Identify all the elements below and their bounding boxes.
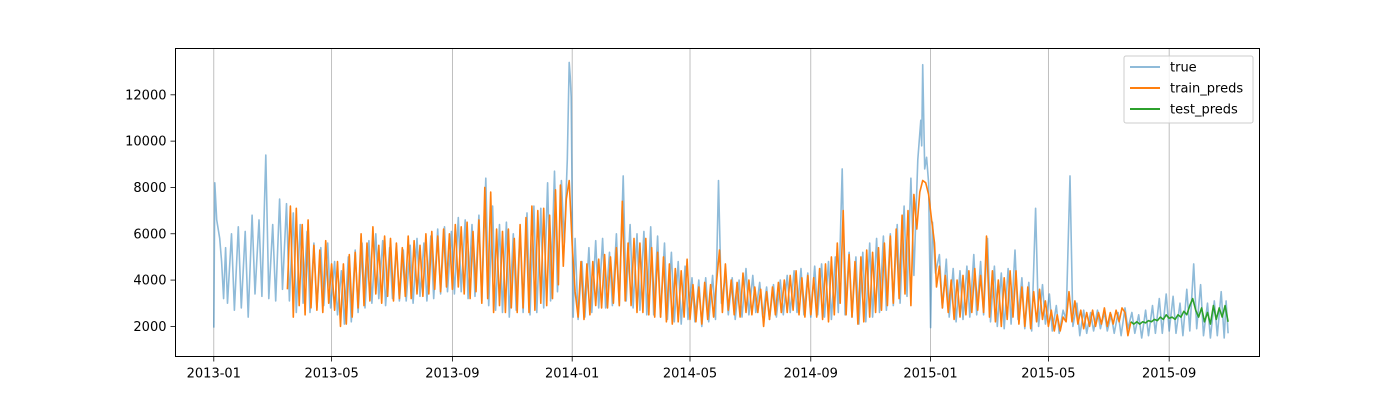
series-line-test-preds: [1130, 297, 1229, 325]
y-tick-label: 4000: [133, 274, 166, 289]
series-line-train-preds: [286, 179, 1132, 337]
y-tick-label: 12000: [125, 88, 166, 103]
legend: true train_preds test_preds: [1123, 55, 1254, 124]
y-axis: 2000 4000 6000 8000 10000 12000: [125, 88, 176, 335]
plot-frame: [175, 48, 1260, 357]
legend-label: test_preds: [1170, 103, 1238, 118]
x-tick-label: 2013-05: [304, 367, 358, 382]
y-tick-label: 8000: [133, 181, 166, 196]
y-tick-label: 10000: [125, 135, 166, 150]
legend-label: true: [1170, 61, 1197, 76]
x-tick-label: 2014-05: [663, 367, 717, 382]
y-tick-label: 6000: [133, 227, 166, 242]
series-line-true: [213, 61, 1229, 339]
x-tick-label: 2015-09: [1142, 367, 1196, 382]
x-tick-label: 2015-01: [903, 367, 957, 382]
x-tick-label: 2015-05: [1021, 367, 1075, 382]
x-tick-label: 2014-09: [784, 367, 838, 382]
x-tick-label: 2013-01: [187, 367, 241, 382]
x-tick-label: 2014-01: [545, 367, 599, 382]
y-tick-label: 2000: [133, 320, 166, 335]
legend-frame: [1123, 55, 1254, 124]
plot-series: [213, 61, 1229, 339]
x-tick-label: 2013-09: [425, 367, 479, 382]
x-grid: [213, 48, 1170, 357]
x-axis: 2013-01 2013-05 2013-09 2014-01 2014-05 2014-…: [187, 356, 1196, 382]
legend-label: train_preds: [1170, 82, 1243, 97]
